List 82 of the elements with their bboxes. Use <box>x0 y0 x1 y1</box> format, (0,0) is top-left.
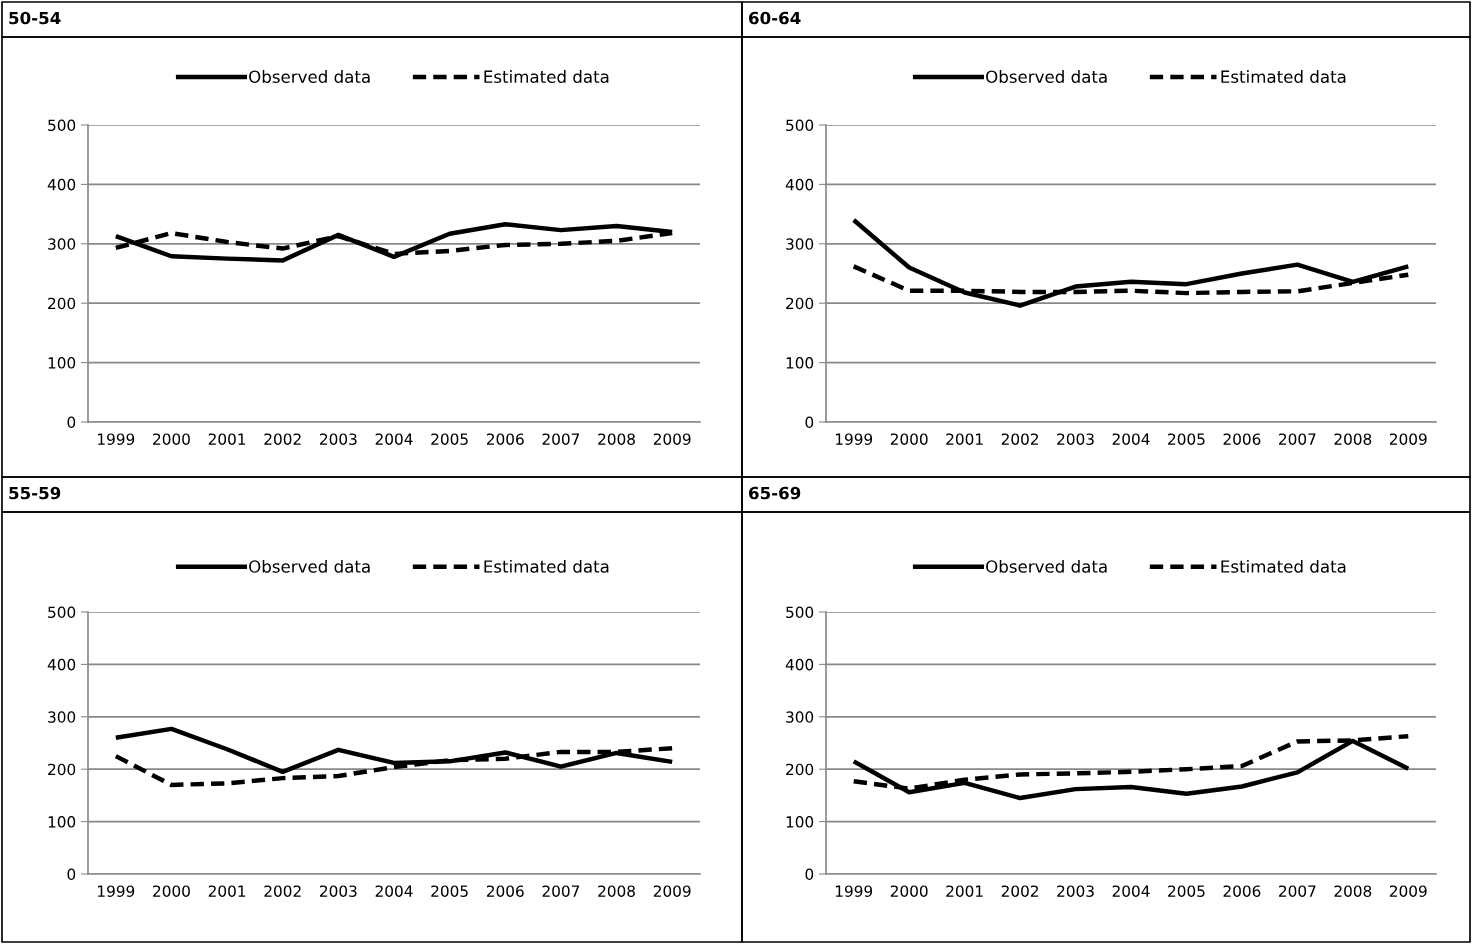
y-tick-label: 300 <box>786 711 814 723</box>
y-tick-label: 0 <box>805 416 814 429</box>
x-tick-label: 2006 <box>1223 885 1261 897</box>
line-series <box>851 217 1411 308</box>
legend-label: Estimated data <box>484 559 609 573</box>
y-tick-label: 200 <box>48 297 76 310</box>
y-tick-label: 100 <box>48 357 76 369</box>
legend-label: Observed data <box>249 70 370 84</box>
x-tick-label: 2000 <box>153 885 190 897</box>
y-tick-label: 500 <box>786 119 814 132</box>
x-tick-label: 2004 <box>375 433 413 445</box>
y-tick-label: 300 <box>786 238 814 250</box>
x-tick-label: 2006 <box>486 885 524 897</box>
x-tick-label: 2007 <box>1279 885 1316 897</box>
x-tick-label: 2008 <box>598 433 635 445</box>
x-tick-label: 2005 <box>1168 885 1205 897</box>
y-tick-label: 100 <box>786 816 814 828</box>
x-tick-label: 2000 <box>153 433 190 445</box>
x-tick-label: 2004 <box>1112 433 1150 445</box>
x-tick-label: 2003 <box>1057 433 1094 445</box>
y-tick-label: 400 <box>785 178 814 191</box>
x-tick-label: 2007 <box>542 885 580 897</box>
x-tick-label: 2008 <box>1334 885 1372 897</box>
x-tick-label: 2003 <box>320 885 357 897</box>
x-tick-label: 2005 <box>431 885 468 897</box>
x-tick-label: 2005 <box>431 433 468 445</box>
x-tick-label: 1999 <box>98 433 135 445</box>
y-tick-label: 400 <box>47 178 76 191</box>
chart-title: 50-54 <box>9 11 61 25</box>
x-tick-label: 2003 <box>1057 885 1094 897</box>
y-tick-label: 200 <box>786 763 814 776</box>
x-tick-label: 2000 <box>890 433 928 445</box>
legend-label: Estimated data <box>484 70 609 84</box>
x-tick-label: 2009 <box>1389 885 1427 897</box>
y-tick-label: 500 <box>786 606 814 619</box>
y-tick-label: 300 <box>48 238 76 250</box>
legend-label: Estimated data <box>1221 70 1346 84</box>
x-tick-label: 2002 <box>264 885 301 897</box>
x-tick-label: 1999 <box>835 885 873 897</box>
x-tick-label: 2008 <box>1334 433 1372 445</box>
x-tick-label: 2001 <box>208 433 246 445</box>
x-tick-label: 2001 <box>946 433 983 445</box>
chart-title: 55-59 <box>9 486 61 500</box>
legend-label: Observed data <box>986 70 1107 84</box>
x-tick-label: 2007 <box>1279 433 1316 445</box>
legend-label: Observed data <box>986 559 1107 573</box>
y-tick-label: 400 <box>785 658 814 671</box>
y-tick-label: 100 <box>786 357 814 369</box>
y-tick-label: 300 <box>48 711 76 723</box>
y-tick-label: 0 <box>67 868 76 881</box>
x-tick-label: 2002 <box>1001 433 1038 445</box>
x-tick-label: 2004 <box>375 885 413 897</box>
x-tick-label: 2001 <box>946 885 983 897</box>
x-tick-label: 2009 <box>653 433 691 445</box>
line-series <box>851 738 1411 801</box>
x-tick-label: 2002 <box>264 433 301 445</box>
x-tick-label: 2007 <box>542 433 580 445</box>
x-tick-label: 2006 <box>486 433 524 445</box>
legend-label: Observed data <box>249 559 370 573</box>
x-tick-label: 2006 <box>1223 433 1261 445</box>
x-tick-label: 2004 <box>1112 885 1150 897</box>
x-tick-label: 1999 <box>98 885 135 897</box>
x-tick-label: 2003 <box>320 433 357 445</box>
legend-label: Estimated data <box>1221 559 1346 573</box>
y-tick-label: 100 <box>48 816 76 828</box>
x-tick-label: 2001 <box>208 885 246 897</box>
x-tick-label: 2009 <box>1389 433 1427 445</box>
x-tick-label: 2000 <box>890 885 928 897</box>
y-tick-label: 400 <box>47 658 76 671</box>
chart-title: 65-69 <box>749 486 801 500</box>
y-tick-label: 500 <box>48 119 76 132</box>
x-tick-label: 2005 <box>1168 433 1205 445</box>
x-tick-label: 2009 <box>653 885 691 897</box>
y-tick-label: 500 <box>48 606 76 619</box>
y-tick-label: 0 <box>67 416 76 429</box>
y-tick-label: 200 <box>48 763 76 776</box>
y-tick-label: 200 <box>786 297 814 310</box>
chart-title: 60-64 <box>749 11 801 25</box>
y-tick-label: 0 <box>805 868 814 881</box>
x-tick-label: 1999 <box>835 433 873 445</box>
x-tick-label: 2008 <box>598 885 635 897</box>
x-tick-label: 2002 <box>1001 885 1038 897</box>
